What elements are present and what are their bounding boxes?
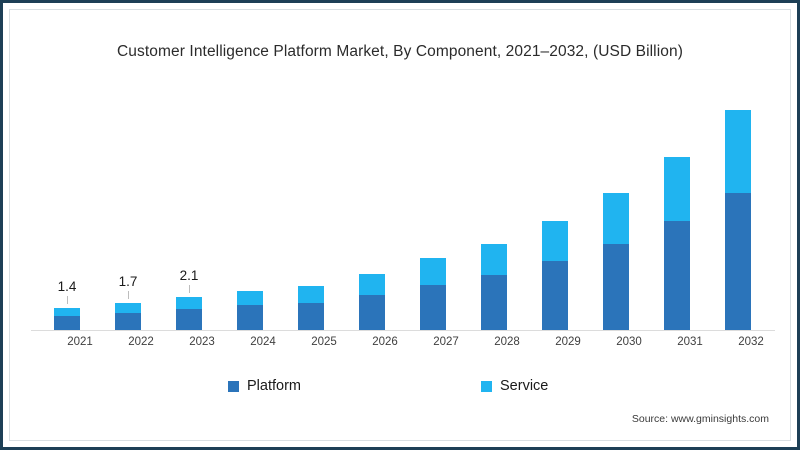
- bar-segment-service-2027[interactable]: [420, 258, 446, 285]
- x-tick-2021: 2021: [67, 336, 93, 348]
- bar-segment-service-2026[interactable]: [359, 273, 385, 295]
- x-tick-2028: 2028: [494, 336, 520, 348]
- bar-value-label-2023: 2.1: [179, 268, 199, 284]
- x-tick-2022: 2022: [128, 336, 154, 348]
- bar-segment-service-2023[interactable]: [176, 297, 202, 309]
- x-axis-labels: 2021 2022 2023 2024 2025 2026 2027 2028 2029 2030…: [31, 336, 769, 356]
- bar-2030[interactable]: [603, 192, 629, 330]
- bar-segment-service-2030[interactable]: [603, 192, 629, 245]
- bar-segment-platform-2025[interactable]: [298, 303, 324, 330]
- bar-2029[interactable]: [542, 220, 568, 330]
- bar-2023[interactable]: [176, 297, 202, 330]
- x-axis-line: [31, 330, 775, 331]
- x-tick-2024: 2024: [250, 336, 276, 348]
- bar-segment-platform-2026[interactable]: [359, 294, 385, 330]
- x-tick-2030: 2030: [616, 336, 642, 348]
- bar-2028[interactable]: [481, 244, 507, 330]
- x-tick-2027: 2027: [433, 336, 459, 348]
- x-tick-2029: 2029: [555, 336, 581, 348]
- bar-2032[interactable]: [725, 110, 751, 330]
- x-tick-2026: 2026: [372, 336, 398, 348]
- bar-segment-service-2024[interactable]: [237, 291, 263, 306]
- bar-2022[interactable]: [115, 303, 141, 330]
- x-tick-2032: 2032: [738, 336, 764, 348]
- legend-swatch-service: [481, 380, 492, 392]
- bar-value-label-2022: 1.7: [118, 274, 138, 290]
- bar-2031[interactable]: [664, 156, 690, 330]
- legend-item-service[interactable]: Service: [481, 378, 548, 394]
- legend-label-platform: Platform: [247, 378, 301, 394]
- x-tick-2023: 2023: [189, 336, 215, 348]
- legend-label-service: Service: [500, 378, 549, 394]
- bar-segment-service-2031[interactable]: [664, 156, 690, 221]
- bar-segment-platform-2027[interactable]: [420, 284, 446, 330]
- bar-segment-service-2029[interactable]: [542, 220, 568, 262]
- bar-segment-platform-2032[interactable]: [725, 192, 751, 330]
- chart-legend: Platform Service: [3, 378, 797, 402]
- bar-2021[interactable]: [54, 308, 80, 330]
- bar-2027[interactable]: [420, 258, 446, 330]
- bar-segment-platform-2023[interactable]: [176, 308, 202, 330]
- bar-segment-service-2025[interactable]: [298, 286, 324, 304]
- bar-value-label-2021: 1.4: [57, 279, 77, 295]
- bar-segment-platform-2031[interactable]: [664, 220, 690, 330]
- source-note: Source: www.gminsights.com: [631, 413, 769, 425]
- bar-value-leader-2021: [67, 296, 68, 305]
- bar-2026[interactable]: [359, 273, 385, 330]
- legend-swatch-platform: [228, 380, 239, 392]
- bar-value-leader-2022: [128, 291, 129, 300]
- legend-item-platform[interactable]: Platform: [228, 378, 301, 394]
- bar-segment-service-2032[interactable]: [725, 110, 751, 193]
- bar-2025[interactable]: [298, 286, 324, 330]
- bar-2024[interactable]: [237, 291, 263, 330]
- bar-segment-platform-2021[interactable]: [54, 315, 80, 330]
- bar-segment-platform-2024[interactable]: [237, 305, 263, 330]
- bar-value-leader-2023: [189, 285, 190, 294]
- x-tick-2031: 2031: [677, 336, 703, 348]
- chart-title: Customer Intelligence Platform Market, B…: [117, 43, 683, 60]
- bar-segment-platform-2028[interactable]: [481, 275, 507, 330]
- bar-segment-platform-2029[interactable]: [542, 261, 568, 330]
- bar-segment-service-2028[interactable]: [481, 244, 507, 276]
- plot-area: 1.4 1.7 2.1: [31, 93, 775, 333]
- bar-segment-service-2022[interactable]: [115, 303, 141, 313]
- x-tick-2025: 2025: [311, 336, 337, 348]
- bar-segment-platform-2030[interactable]: [603, 244, 629, 330]
- bar-segment-platform-2022[interactable]: [115, 312, 141, 330]
- bar-segment-service-2021[interactable]: [54, 308, 80, 316]
